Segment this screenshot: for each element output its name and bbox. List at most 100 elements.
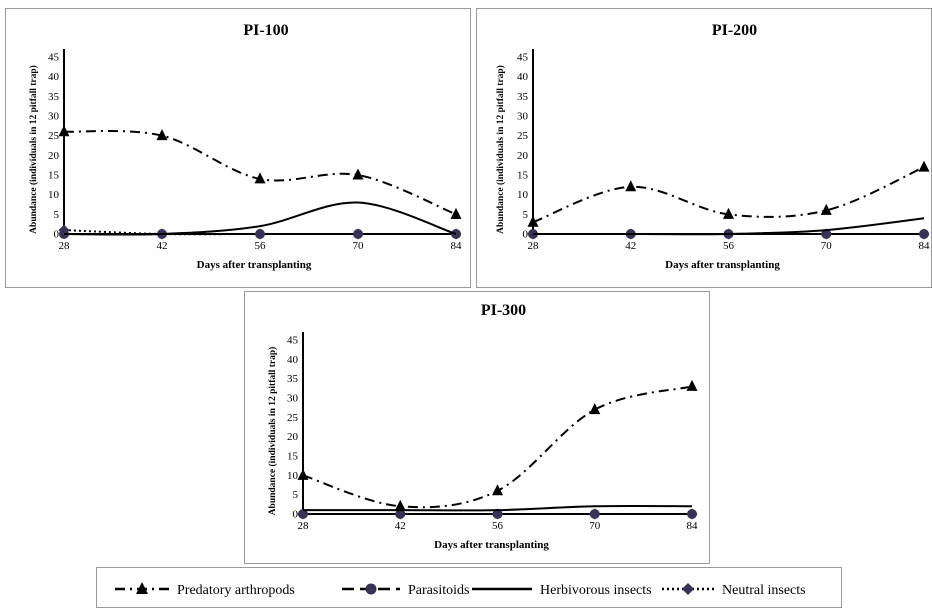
point-predatory-arthropods <box>589 403 601 415</box>
point-predatory-arthropods <box>58 125 70 137</box>
y-tick-label: 40 <box>48 71 60 83</box>
y-tick-label: 10 <box>48 189 60 201</box>
series-herbivorous-insects <box>63 201 457 236</box>
series-herbivorous-insects <box>532 217 925 236</box>
y-axis-label: Abundance (individuals in 12 pitfall tra… <box>267 347 278 516</box>
point-neutral-insects <box>686 508 698 520</box>
y-tick-label: 15 <box>517 170 529 182</box>
legend-marker-neutral-insects <box>682 583 694 595</box>
legend-label: Parasitoids <box>408 583 469 598</box>
y-tick-label: 30 <box>517 111 529 123</box>
legend-label: Neutral insects <box>722 583 806 598</box>
x-axis-label: Days after transplanting <box>665 259 780 271</box>
y-tick-label: 35 <box>517 91 529 103</box>
point-neutral-insects <box>492 508 503 520</box>
point-predatory-arthropods <box>820 203 832 215</box>
x-tick-label: 84 <box>451 240 463 252</box>
x-tick-label: 42 <box>625 240 636 252</box>
x-tick-label: 56 <box>492 520 504 532</box>
series-line-herbivorous-insects <box>63 201 457 236</box>
y-tick-label: 5 <box>523 209 529 221</box>
legend-label: Herbivorous insects <box>540 583 652 598</box>
legend-label: Predatory arthropods <box>177 583 295 598</box>
y-tick-label: 20 <box>517 150 529 162</box>
legend-item-herbivorous-insects: Herbivorous insects <box>472 583 652 598</box>
point-predatory-arthropods <box>297 468 309 480</box>
x-tick-label: 84 <box>919 240 931 252</box>
point-predatory-arthropods <box>394 499 406 511</box>
y-tick-label: 5 <box>293 489 299 501</box>
chart-panel-pi-200: PI-200 0 5 10 15 20 25 30 35 40 45 28 42 56 70 84 Days a… <box>476 8 932 288</box>
x-tick-label: 28 <box>59 240 71 252</box>
point-predatory-arthropods <box>254 172 266 184</box>
point-neutral-insects <box>589 508 601 520</box>
y-tick-label: 10 <box>517 189 529 201</box>
y-tick-label: 45 <box>287 335 299 347</box>
legend-marker-parasitoids <box>365 583 377 595</box>
point-predatory-arthropods <box>450 207 462 219</box>
point-neutral-insects <box>297 508 309 520</box>
y-tick-label: 45 <box>48 52 60 64</box>
y-tick-label: 0 <box>54 229 60 241</box>
chart-svg-pi-300: PI-300 0 5 10 15 20 25 30 35 40 45 28 42 56 70 84 Days a… <box>267 302 698 551</box>
chart-title: PI-300 <box>481 302 526 319</box>
x-tick-label: 70 <box>821 240 833 252</box>
point-neutral-insects <box>254 228 266 240</box>
y-tick-label: 30 <box>48 111 60 123</box>
chart-title: PI-200 <box>712 22 757 39</box>
y-tick-label: 25 <box>287 412 299 424</box>
x-tick-label: 28 <box>528 240 540 252</box>
point-predatory-arthropods <box>918 160 930 172</box>
series-line-herbivorous-insects <box>532 217 925 236</box>
chart-svg-pi-200: PI-200 0 5 10 15 20 25 30 35 40 45 28 42 56 70 84 Days a… <box>495 22 931 271</box>
x-tick-label: 42 <box>395 520 406 532</box>
point-predatory-arthropods <box>625 180 637 192</box>
x-tick-label: 70 <box>589 520 601 532</box>
y-axis-label: Abundance (individuals in 12 pitfall tra… <box>495 65 506 234</box>
point-predatory-arthropods <box>723 207 734 219</box>
y-tick-label: 35 <box>48 91 60 103</box>
x-axis-label: Days after transplanting <box>197 259 312 271</box>
point-predatory-arthropods <box>686 379 698 391</box>
legend-item-predatory-arthropods: Predatory arthropods <box>115 582 295 598</box>
legend-svg: Predatory arthropods Parasitoids Herbivoro… <box>115 582 806 598</box>
chart-title: PI-100 <box>243 22 288 39</box>
chart-panel-pi-300: PI-300 0 5 10 15 20 25 30 35 40 45 28 42 56 70 84 Days a… <box>244 291 710 564</box>
x-tick-label: 28 <box>298 520 310 532</box>
chart-panel-pi-100: PI-100 0 5 10 15 20 25 30 35 40 45 28 42 56 70 84 Days a… <box>5 8 471 288</box>
y-tick-label: 5 <box>54 209 60 221</box>
y-tick-label: 0 <box>523 229 529 241</box>
point-neutral-insects <box>58 224 70 236</box>
y-axis-label: Abundance (individuals in 12 pitfall tra… <box>28 65 39 234</box>
series-neutral-insects <box>297 508 698 520</box>
point-predatory-arthropods <box>352 168 364 180</box>
x-tick-label: 70 <box>353 240 365 252</box>
y-tick-label: 35 <box>287 373 299 385</box>
series-line-herbivorous-insects <box>303 504 693 512</box>
point-predatory-arthropods <box>527 215 539 227</box>
legend-marker-predatory-arthropods <box>136 582 148 594</box>
point-predatory-arthropods <box>156 129 168 141</box>
series-herbivorous-insects <box>303 504 693 512</box>
legend-item-neutral-insects: Neutral insects <box>662 583 806 598</box>
point-neutral-insects <box>918 228 930 240</box>
chart-svg-pi-100: PI-100 0 5 10 15 20 25 30 35 40 45 28 42 56 70 84 Days a… <box>28 22 463 271</box>
series-predatory-arthropods <box>527 160 930 227</box>
legend-item-parasitoids: Parasitoids <box>342 583 469 598</box>
y-tick-label: 0 <box>293 509 299 521</box>
y-tick-label: 40 <box>517 71 529 83</box>
y-tick-label: 20 <box>48 150 60 162</box>
x-axis-label: Days after transplanting <box>434 539 549 551</box>
x-tick-label: 42 <box>157 240 168 252</box>
x-tick-label: 56 <box>255 240 267 252</box>
y-tick-label: 15 <box>287 451 299 463</box>
y-tick-label: 30 <box>287 393 299 405</box>
x-tick-label: 56 <box>723 240 735 252</box>
y-tick-label: 15 <box>48 170 60 182</box>
point-neutral-insects <box>394 508 406 520</box>
point-neutral-insects <box>352 228 364 240</box>
point-predatory-arthropods <box>492 484 503 496</box>
y-tick-label: 40 <box>287 354 299 366</box>
chart-legend: Predatory arthropods Parasitoids Herbivoro… <box>96 567 842 608</box>
y-tick-label: 20 <box>287 431 299 443</box>
